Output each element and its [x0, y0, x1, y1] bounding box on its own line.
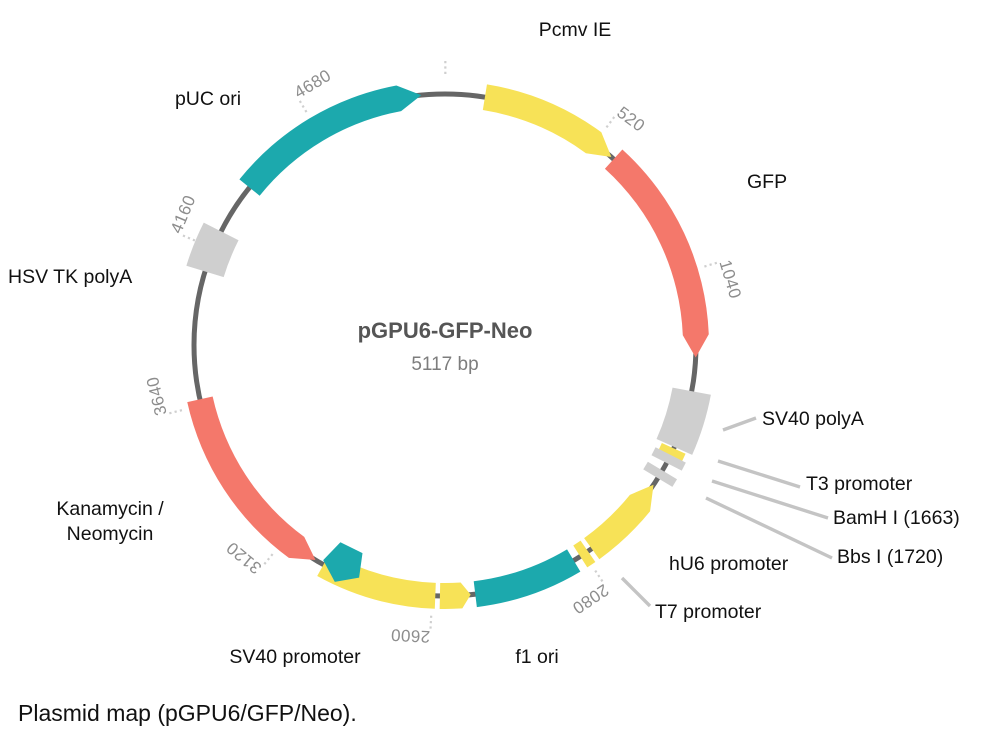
feature-label-line: SV40 polyA	[762, 408, 864, 430]
tick-mark	[704, 261, 719, 268]
leader-line	[711, 479, 829, 520]
tick-mark	[181, 234, 196, 242]
plasmid-name: pGPU6-GFP-Neo	[358, 318, 533, 343]
feature-arc[interactable]	[584, 484, 654, 560]
tick-label: 3120	[223, 538, 266, 578]
figure-caption: Plasmid map (pGPU6/GFP/Neo).	[18, 700, 357, 726]
feature-label-line: HSV TK polyA	[8, 266, 132, 288]
feature-arc[interactable]	[186, 222, 239, 278]
feature-label-line: pUC ori	[175, 88, 241, 110]
feature-label-line: Neomycin	[67, 523, 154, 545]
tick-label: 4680	[291, 66, 335, 102]
feature-label-line: BamH I (1663)	[833, 507, 960, 529]
feature-arc[interactable]	[239, 85, 422, 196]
feature-label-line: GFP	[747, 171, 787, 193]
feature-arc[interactable]	[482, 84, 612, 158]
feature-label-line: Bbs I (1720)	[837, 546, 943, 568]
leader-line	[705, 496, 833, 560]
tick-marks-group	[168, 59, 719, 630]
tick-label: 4160	[167, 192, 200, 236]
feature-label: BamH I (1663)	[833, 507, 960, 529]
tick-label: 3640	[143, 375, 171, 418]
feature-arc[interactable]	[473, 549, 581, 608]
tick-mark	[168, 409, 183, 415]
feature-label: GFP	[747, 171, 787, 193]
feature-arc[interactable]	[651, 447, 686, 471]
tick-mark	[298, 99, 308, 113]
feature-label: Pcmv IE	[539, 19, 612, 41]
leader-line	[620, 576, 652, 608]
feature-labels-group: Pcmv IE GFP SV40 polyA T3 promoter BamH I (1…	[8, 19, 960, 668]
feature-label: SV40 polyA	[762, 408, 864, 430]
tick-mark	[429, 615, 433, 630]
feature-label: hU6 promoter	[669, 553, 789, 575]
tick-mark	[594, 569, 604, 583]
feature-arc[interactable]	[643, 461, 678, 487]
feature-label: T3 promoter	[806, 473, 913, 495]
feature-arc[interactable]	[187, 396, 316, 561]
feature-label-line: hU6 promoter	[669, 553, 789, 575]
feature-arc[interactable]	[573, 540, 596, 568]
feature-label: f1 ori	[515, 646, 558, 668]
tick-label: 520	[613, 103, 648, 136]
feature-label-line: SV40 promoter	[229, 646, 361, 668]
feature-label: HSV TK polyA	[8, 266, 132, 288]
tick-label: 1040	[715, 258, 745, 301]
tick-label: 2080	[569, 580, 612, 618]
feature-label-line: T3 promoter	[806, 473, 913, 495]
feature-label: Kanamycin / Neomycin	[56, 498, 164, 545]
tick-labels-group: 520 1040 2080 2600 3120 3640 4160 4680	[143, 66, 745, 646]
features-group	[186, 84, 711, 609]
plasmid-size: 5117 bp	[411, 354, 478, 375]
teal-pentagon	[323, 542, 363, 582]
feature-label: SV40 promoter	[229, 646, 361, 668]
leader-line	[717, 459, 801, 489]
leader-lines-group	[620, 416, 833, 608]
tick-label: 2600	[390, 625, 430, 646]
feature-label: T7 promoter	[655, 601, 762, 623]
feature-label-line: f1 ori	[515, 646, 558, 668]
feature-arc[interactable]	[656, 387, 711, 455]
feature-label-line: T7 promoter	[655, 601, 762, 623]
feature-label-line: Pcmv IE	[539, 19, 612, 41]
leader-line	[722, 416, 757, 432]
tick-mark	[605, 115, 616, 129]
tick-mark	[262, 553, 274, 566]
feature-label: Bbs I (1720)	[837, 546, 943, 568]
feature-arc[interactable]	[657, 443, 686, 464]
feature-label: pUC ori	[175, 88, 241, 110]
feature-arc[interactable]	[604, 149, 709, 358]
decorations-group	[323, 542, 363, 582]
feature-label-line: Kanamycin /	[56, 498, 164, 520]
feature-arc[interactable]	[439, 582, 471, 609]
plasmid-map-svg: 520 1040 2080 2600 3120 3640 4160 4680 Pcmv IE G…	[8, 19, 960, 668]
